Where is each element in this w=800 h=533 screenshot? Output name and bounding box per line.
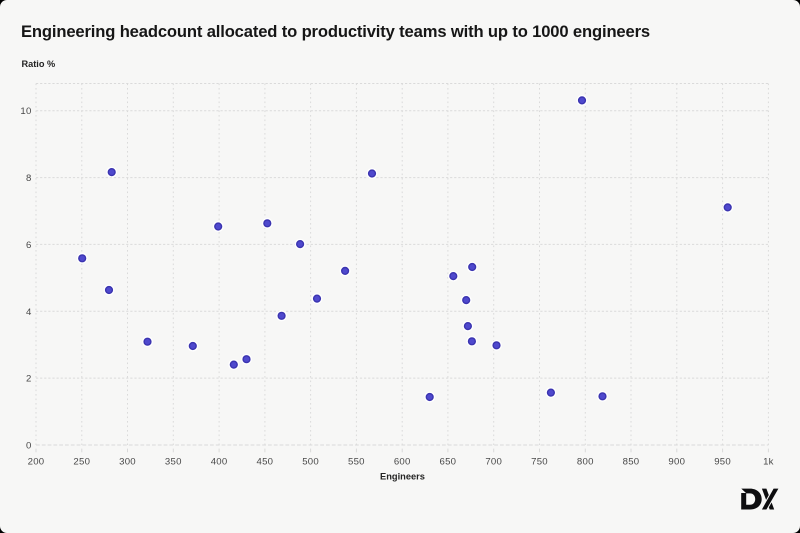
svg-text:650: 650	[440, 456, 457, 467]
svg-text:Engineering headcount allocate: Engineering headcount allocated to produ…	[21, 22, 650, 41]
svg-text:550: 550	[348, 456, 365, 467]
svg-text:4: 4	[26, 307, 32, 318]
svg-text:10: 10	[20, 106, 31, 117]
svg-text:6: 6	[26, 240, 32, 251]
svg-text:450: 450	[257, 456, 274, 467]
svg-text:600: 600	[394, 456, 411, 467]
svg-text:2: 2	[26, 374, 32, 385]
svg-text:250: 250	[73, 456, 90, 467]
svg-text:700: 700	[485, 456, 502, 467]
svg-text:950: 950	[714, 456, 731, 467]
svg-text:8: 8	[26, 173, 32, 184]
svg-text:850: 850	[623, 456, 640, 467]
svg-text:Ratio %: Ratio %	[22, 59, 56, 69]
svg-text:350: 350	[165, 456, 182, 467]
svg-text:0: 0	[26, 441, 32, 452]
svg-text:900: 900	[668, 456, 685, 467]
svg-text:750: 750	[531, 456, 548, 467]
svg-text:300: 300	[119, 456, 136, 467]
svg-text:200: 200	[28, 456, 45, 467]
svg-text:800: 800	[577, 456, 594, 467]
svg-text:400: 400	[211, 456, 228, 467]
svg-text:500: 500	[302, 456, 319, 467]
svg-text:Engineers: Engineers	[380, 472, 425, 482]
svg-text:1k: 1k	[763, 456, 774, 467]
